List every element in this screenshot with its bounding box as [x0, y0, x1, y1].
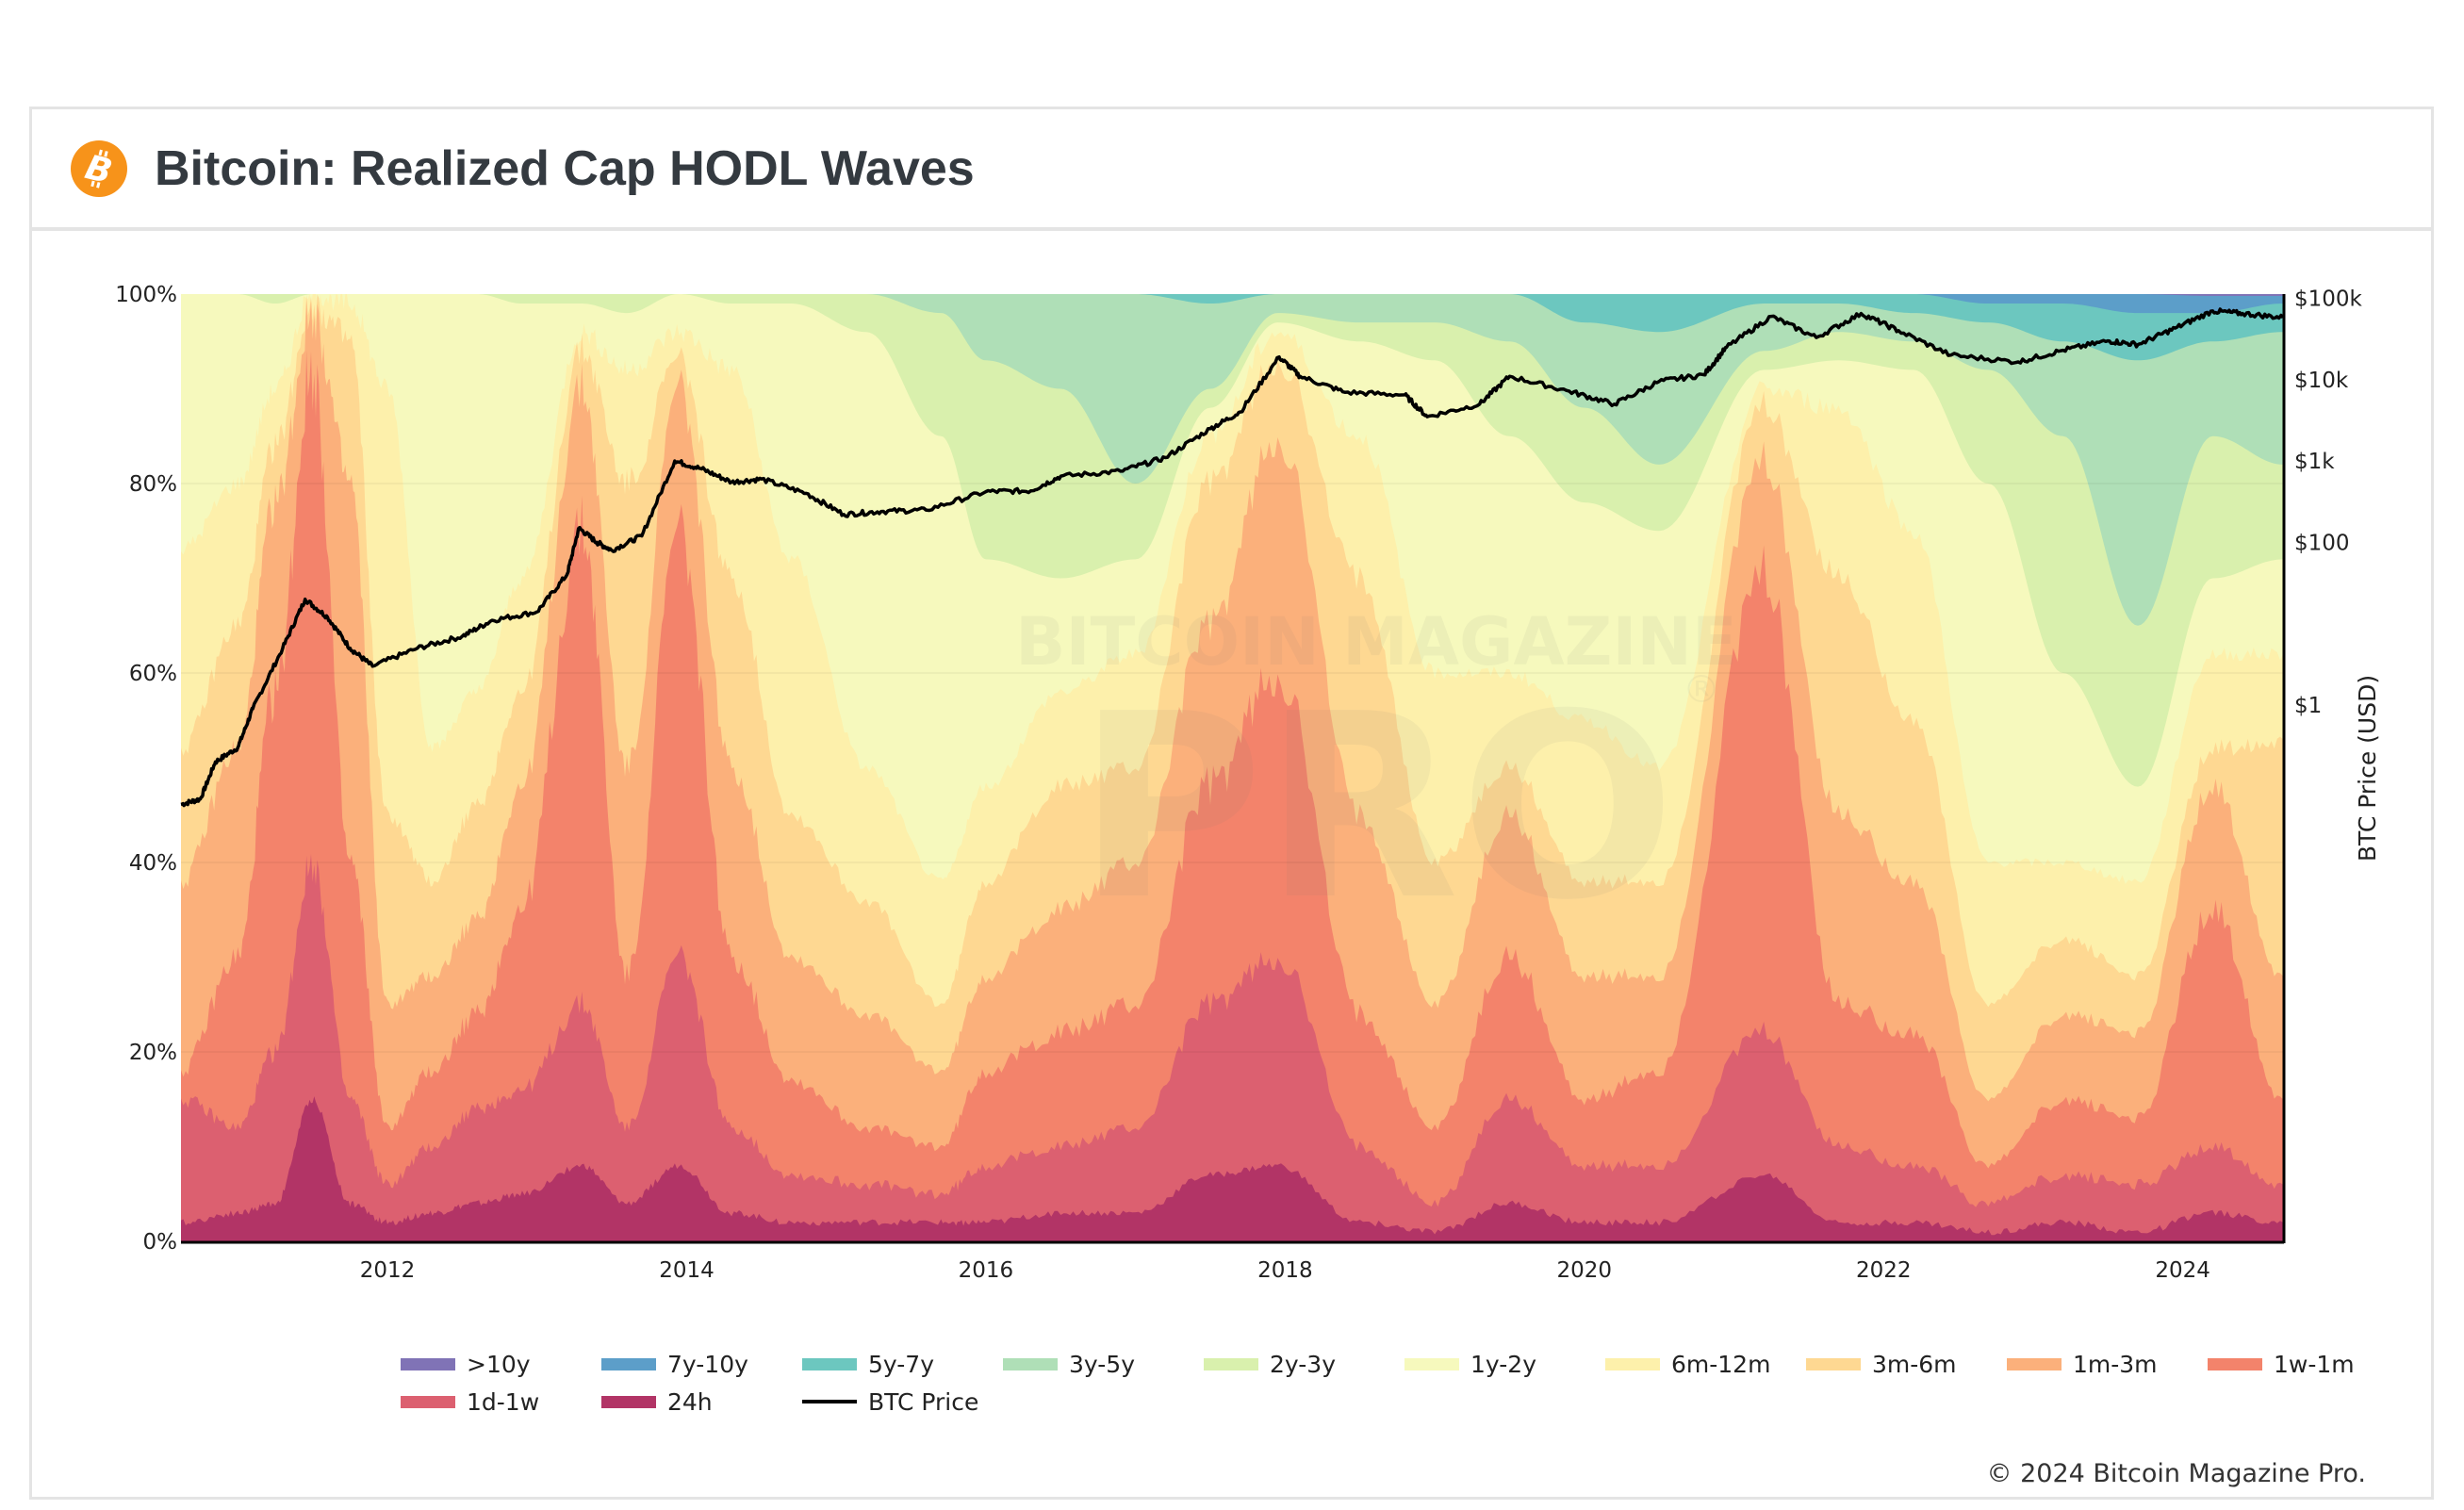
band-1d-1w — [181, 853, 2283, 1241]
legend-swatch — [1806, 1357, 1861, 1370]
legend-label: 1d-1w — [467, 1387, 540, 1416]
x-tick-label: 2018 — [1257, 1258, 1313, 1283]
watermark-line2: PRO — [1076, 659, 1675, 956]
y-right-tick-label: $100k — [2294, 287, 2363, 312]
card-header: B Bitcoin: Realized Cap HODL Waves — [32, 109, 2431, 231]
legend-label: 1m-3m — [2073, 1350, 2158, 1378]
x-tick-label: 2024 — [2155, 1258, 2210, 1283]
price-layer — [180, 307, 2285, 808]
legend-swatch — [601, 1357, 656, 1370]
band-24h — [181, 1096, 2283, 1241]
x-tick-label: 2014 — [659, 1258, 715, 1283]
watermark-line1: BITCOIN MAGAZINE — [1015, 603, 1737, 681]
right-axis-title: BTC Price (USD) — [2354, 675, 2381, 862]
axes-layer — [181, 294, 2286, 1244]
y-right-tick-label: $1 — [2294, 694, 2322, 718]
chart-title: Bitcoin: Realized Cap HODL Waves — [155, 141, 975, 196]
legend-label: >10y — [467, 1350, 531, 1378]
legend-item[interactable]: >10y — [401, 1348, 531, 1380]
legend-swatch — [2208, 1357, 2262, 1370]
y-right-tick-label: $1k — [2294, 450, 2335, 474]
legend-item[interactable]: 6m-12m — [1605, 1348, 1770, 1380]
copyright-footer: © 2024 Bitcoin Magazine Pro. — [1986, 1459, 2367, 1488]
legend-swatch — [401, 1395, 455, 1408]
legend-item[interactable]: 5y-7y — [802, 1348, 934, 1380]
legend-label: 5y-7y — [868, 1350, 934, 1378]
y-right-tick-label: $100 — [2294, 531, 2350, 555]
band-1w-1m — [181, 350, 2283, 1241]
legend-item[interactable]: 7y-10y — [601, 1348, 748, 1380]
legend-item[interactable]: 3y-5y — [1003, 1348, 1135, 1380]
x-tick-label: 2016 — [959, 1258, 1014, 1283]
legend-label: 1y-2y — [1470, 1350, 1536, 1378]
legend-item[interactable]: 24h — [601, 1386, 713, 1418]
legend-label: 7y-10y — [667, 1350, 748, 1378]
legend-swatch — [802, 1357, 857, 1370]
legend-swatch — [401, 1357, 455, 1370]
legend-swatch — [1003, 1357, 1058, 1370]
legend-item[interactable]: 2y-3y — [1204, 1348, 1336, 1380]
y-left-tick-label: 0% — [143, 1230, 178, 1255]
y-left-tick-label: 60% — [129, 662, 177, 686]
legend-label: 2y-3y — [1270, 1350, 1336, 1378]
ticks-layer: 0% 20% 40% 60% 80% 100% $1 $100 $1k $10k $100k 2012… — [115, 283, 2362, 1283]
y-left-tick-label: 80% — [129, 472, 177, 497]
btc-price-line — [180, 307, 2285, 808]
grid-layer — [181, 483, 2283, 1053]
legend-item[interactable]: 3m-6m — [1806, 1348, 1957, 1380]
y-left-tick-label: 20% — [129, 1041, 177, 1065]
legend-item[interactable]: BTC Price — [802, 1386, 978, 1418]
bands-layer — [181, 294, 2283, 1241]
legend-label: 1w-1m — [2274, 1350, 2355, 1378]
y-left-tick-label: 100% — [115, 283, 177, 307]
legend-item[interactable]: 1y-2y — [1404, 1348, 1536, 1380]
legend-swatch — [1605, 1357, 1660, 1370]
legend-label: 6m-12m — [1671, 1350, 1771, 1378]
x-tick-label: 2020 — [1557, 1258, 1613, 1283]
legend-label: BTC Price — [868, 1387, 979, 1416]
legend-item[interactable]: 1w-1m — [2208, 1348, 2355, 1380]
legend-line-swatch — [802, 1400, 857, 1403]
legend-label: 3y-5y — [1069, 1350, 1135, 1378]
legend-item[interactable]: 1d-1w — [401, 1386, 539, 1418]
legend-item[interactable]: 1m-3m — [2007, 1348, 2158, 1380]
legend-label: 3m-6m — [1872, 1350, 1957, 1378]
legend-swatch — [601, 1395, 656, 1408]
legend-swatch — [1204, 1357, 1258, 1370]
bitcoin-logo-icon: B — [71, 140, 127, 197]
watermark: BITCOIN MAGAZINE PRO ® — [1015, 603, 1737, 956]
y-left-tick-label: 40% — [129, 851, 177, 876]
y-right-tick-label: $10k — [2294, 369, 2349, 393]
legend-label: 24h — [667, 1387, 713, 1416]
legend-swatch — [1404, 1357, 1459, 1370]
legend-swatch — [2007, 1357, 2062, 1370]
watermark-registered-mark: ® — [1683, 668, 1720, 712]
x-tick-label: 2022 — [1856, 1258, 1912, 1283]
x-tick-label: 2012 — [360, 1258, 416, 1283]
